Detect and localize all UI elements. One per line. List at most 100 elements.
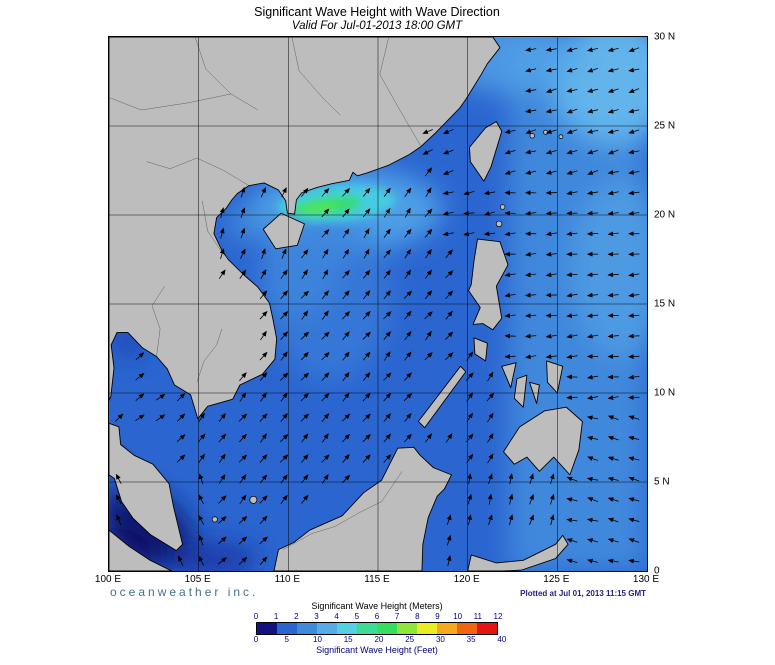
wave-arrow bbox=[586, 476, 599, 482]
wave-arrow bbox=[442, 149, 454, 155]
wave-arrow bbox=[321, 208, 330, 218]
landmass-mindanao bbox=[503, 406, 583, 476]
wave-arrow bbox=[607, 476, 619, 482]
landmass-sulawesi bbox=[467, 534, 569, 571]
wave-arrow bbox=[341, 413, 351, 422]
wave-arrow bbox=[383, 187, 391, 197]
wave-arrow bbox=[483, 211, 495, 216]
legend-title-meters: Significant Wave Height (Meters) bbox=[311, 601, 443, 611]
wave-arrow bbox=[466, 351, 474, 361]
wave-arrow bbox=[362, 372, 371, 382]
wave-arrow bbox=[259, 495, 268, 504]
wave-arrow bbox=[628, 456, 640, 462]
wave-arrow bbox=[442, 211, 454, 216]
wave-arrow bbox=[467, 493, 472, 505]
wave-arrow bbox=[444, 352, 454, 361]
wave-arrow bbox=[445, 249, 453, 259]
wave-arrow bbox=[321, 188, 330, 197]
wave-arrow bbox=[240, 248, 246, 259]
wave-arrow bbox=[607, 456, 619, 461]
wave-arrow bbox=[424, 269, 432, 279]
wave-arrow bbox=[404, 228, 412, 238]
branding-text: oceanweather inc. bbox=[110, 585, 259, 599]
wave-arrow bbox=[504, 170, 516, 175]
wave-arrow bbox=[383, 331, 392, 341]
wave-arrow bbox=[300, 331, 310, 340]
wave-arrow bbox=[362, 290, 371, 300]
wave-arrow bbox=[155, 414, 166, 422]
wave-arrow bbox=[116, 514, 122, 525]
wave-arrow bbox=[280, 310, 289, 320]
wave-arrow bbox=[504, 354, 516, 359]
wave-arrow bbox=[281, 187, 287, 198]
wave-arrow bbox=[525, 129, 537, 134]
wave-arrow bbox=[422, 129, 433, 134]
wave-arrow bbox=[135, 372, 145, 381]
wave-arrow bbox=[566, 354, 578, 360]
wave-arrow bbox=[300, 392, 309, 402]
wave-arrow bbox=[587, 497, 598, 502]
wave-arrow bbox=[300, 372, 310, 381]
wave-arrow bbox=[508, 493, 514, 505]
wave-arrow bbox=[487, 371, 494, 382]
wave-arrow bbox=[239, 392, 247, 402]
wave-arrow bbox=[300, 413, 310, 422]
wave-arrow bbox=[607, 395, 619, 400]
wave-arrow bbox=[442, 231, 454, 237]
wave-arrow bbox=[525, 67, 537, 73]
wave-arrow bbox=[524, 210, 537, 216]
wave-arrow bbox=[483, 231, 496, 237]
color-scale-segment bbox=[417, 623, 437, 634]
wave-arrow bbox=[487, 453, 494, 464]
wave-arrow bbox=[524, 333, 537, 339]
wave-arrow bbox=[383, 269, 391, 279]
wave-arrow bbox=[587, 170, 598, 175]
meter-tick-label: 10 bbox=[453, 612, 463, 621]
lon-label: 125 E bbox=[543, 574, 570, 585]
meter-tick-label: 12 bbox=[493, 612, 503, 621]
wave-arrow bbox=[504, 292, 516, 298]
color-scale-segment bbox=[357, 623, 377, 634]
landmass-taiwan bbox=[469, 121, 503, 182]
wave-arrow bbox=[280, 290, 288, 300]
wave-arrow bbox=[217, 536, 227, 545]
wave-arrow bbox=[342, 371, 350, 382]
wave-arrow bbox=[300, 290, 310, 299]
wave-arrow bbox=[586, 517, 599, 523]
wave-arrow bbox=[467, 514, 472, 526]
wave-arrow bbox=[586, 292, 599, 298]
wave-arrow bbox=[198, 514, 205, 525]
wave-arrow bbox=[198, 453, 205, 464]
wave-arrow bbox=[218, 495, 227, 504]
wave-arrow bbox=[404, 269, 412, 279]
wave-arrow bbox=[198, 412, 205, 423]
wave-arrow bbox=[424, 351, 433, 361]
wave-arrow bbox=[259, 536, 269, 545]
landmass-luzon bbox=[468, 238, 509, 331]
wave-arrow bbox=[115, 413, 124, 422]
wave-arrow bbox=[135, 393, 145, 401]
wave-arrow bbox=[566, 538, 578, 543]
wave-arrow bbox=[607, 517, 619, 523]
feet-tick-label: 15 bbox=[343, 635, 353, 644]
color-scale-segment bbox=[337, 623, 357, 634]
wave-arrow bbox=[488, 514, 493, 526]
wave-arrow bbox=[342, 228, 350, 238]
wave-arrow bbox=[280, 331, 289, 340]
wave-arrow bbox=[404, 187, 412, 197]
wave-arrow bbox=[628, 476, 640, 482]
wave-arrow bbox=[198, 494, 204, 505]
wave-arrow bbox=[545, 272, 557, 278]
wave-arrow bbox=[486, 392, 495, 402]
wave-arrow bbox=[628, 272, 640, 278]
wave-arrow bbox=[607, 190, 619, 196]
feet-tick-label: 20 bbox=[374, 635, 384, 644]
wave-arrow bbox=[280, 372, 289, 381]
wave-arrow bbox=[566, 272, 578, 278]
wave-arrow bbox=[628, 108, 640, 114]
page-title: Significant Wave Height with Wave Direct… bbox=[254, 5, 500, 19]
wave-arrow bbox=[197, 433, 206, 443]
wave-arrow bbox=[321, 454, 330, 463]
wave-arrow bbox=[483, 190, 496, 196]
